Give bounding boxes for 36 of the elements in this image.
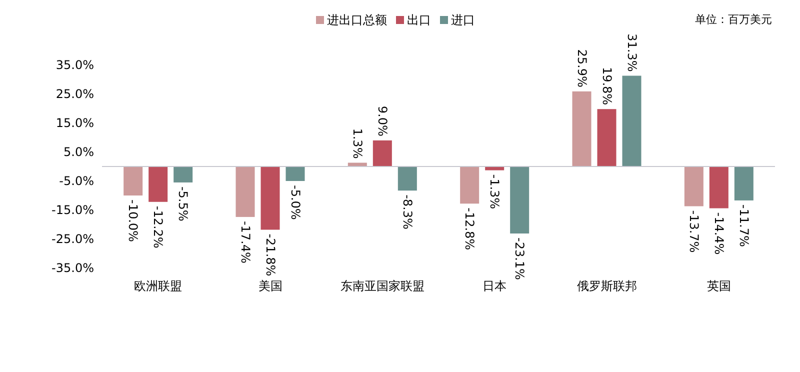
legend-label: 出口: [407, 13, 431, 27]
data-label: 9.0%: [375, 106, 390, 136]
data-label: -21.8%: [263, 234, 278, 276]
legend-label: 进出口总额: [327, 13, 387, 27]
x-tick-label: 美国: [258, 279, 282, 293]
y-tick-label: -15.0%: [52, 203, 94, 217]
data-label: -5.5%: [176, 186, 190, 222]
legend-label: 进口: [451, 13, 475, 27]
y-tick-label: 35.0%: [56, 58, 94, 72]
data-label: 19.8%: [600, 66, 614, 106]
data-label: 25.9%: [574, 49, 589, 88]
data-label: -8.3%: [400, 194, 414, 230]
y-tick-label: -35.0%: [52, 261, 94, 275]
data-label: -12.8%: [462, 208, 477, 250]
data-label: -5.0%: [288, 185, 302, 220]
text: 单位：百万美元: [695, 13, 772, 26]
x-tick-label: 日本: [482, 279, 507, 293]
y-tick-label: 5.0%: [64, 145, 94, 159]
x-tick-label: 东南亚国家联盟: [340, 279, 424, 293]
y-tick-label: -25.0%: [52, 232, 94, 246]
data-label: -14.4%: [712, 212, 726, 255]
data-label: -13.7%: [686, 210, 701, 253]
y-tick-label: 15.0%: [56, 116, 94, 130]
data-label: -11.7%: [736, 204, 751, 247]
data-label: 31.3%: [624, 34, 639, 72]
data-label: -17.4%: [238, 220, 252, 264]
x-tick-label: 欧洲联盟: [134, 279, 182, 293]
data-label: -12.2%: [151, 206, 166, 248]
data-label: -23.1%: [512, 237, 527, 280]
data-label: 1.3%: [350, 128, 364, 159]
data-label: -1.3%: [488, 174, 502, 210]
data-label: -10.0%: [126, 200, 140, 242]
y-tick-label: 25.0%: [56, 87, 94, 101]
y-tick-label: -5.0%: [59, 174, 94, 188]
x-tick-label: 英国: [706, 279, 731, 293]
x-tick-label: 俄罗斯联邦: [576, 279, 637, 293]
